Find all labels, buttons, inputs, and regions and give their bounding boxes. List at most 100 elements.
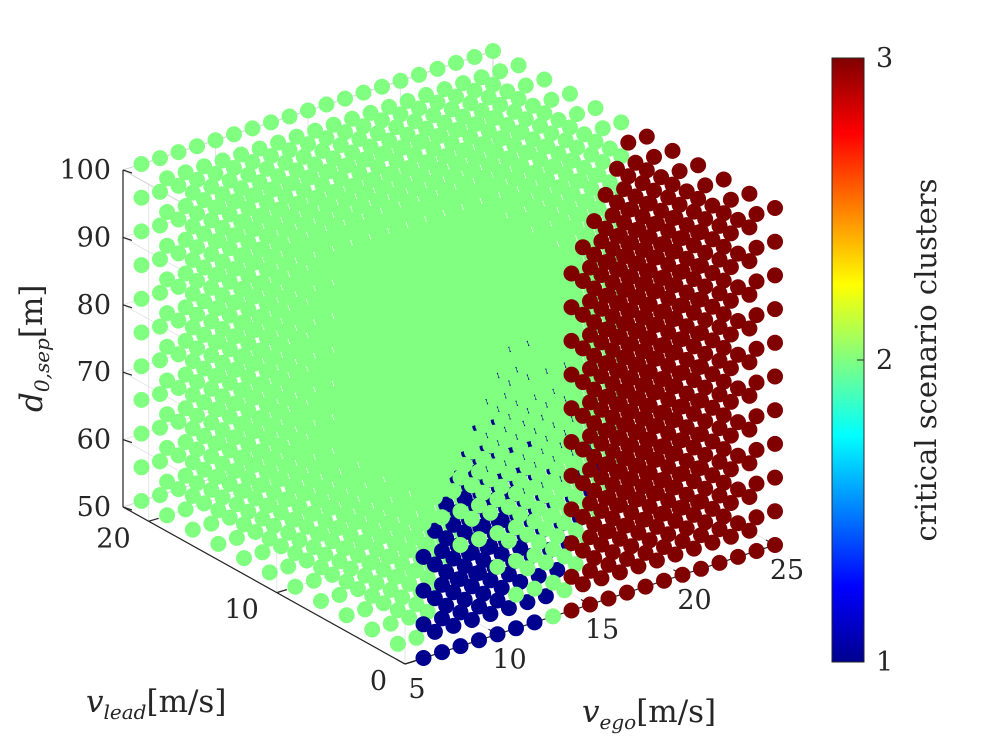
scatter-point [489, 424, 506, 441]
scatter-point [471, 396, 487, 413]
scatter-point [678, 520, 695, 537]
scatter-point [597, 220, 614, 237]
z-tick-label: 50 [77, 492, 111, 523]
scatter-point [429, 60, 446, 77]
scatter-point [530, 399, 547, 416]
scatter-point [490, 176, 507, 193]
scatter-point [375, 494, 392, 511]
scatter-point [261, 227, 278, 244]
scatter-point [298, 518, 315, 535]
scatter-point [526, 614, 543, 631]
scatter-point [674, 263, 691, 280]
scatter-point [456, 423, 473, 440]
scatter-point [586, 482, 603, 499]
scatter-point [247, 254, 264, 271]
scatter-point [419, 266, 436, 283]
scatter-point [298, 350, 315, 367]
scatter-point [630, 389, 647, 406]
scatter-point [545, 439, 561, 456]
scatter-point [415, 582, 432, 599]
scatter-point [593, 570, 610, 587]
scatter-point [546, 192, 563, 209]
scatter-point [620, 168, 637, 185]
scatter-point [389, 568, 406, 585]
scatter-point [365, 171, 382, 188]
scatter-point [357, 298, 374, 314]
scatter-point [508, 620, 524, 637]
scatter-point [563, 299, 580, 316]
scatter-point [545, 507, 561, 524]
scatter-point [674, 398, 691, 415]
scatter-point [388, 119, 405, 136]
scatter-point [448, 88, 464, 105]
scatter-point [435, 227, 452, 244]
scatter-point [567, 421, 584, 438]
scatter-point [667, 479, 684, 496]
scatter-point [321, 163, 338, 180]
scatter-point [247, 490, 264, 507]
scatter-point [364, 520, 381, 537]
scatter-point [613, 148, 630, 165]
scatter-point [361, 251, 378, 268]
scatter-point [413, 133, 430, 150]
scatter-point [425, 140, 442, 157]
scatter-point [305, 471, 322, 488]
scatter-point [660, 425, 677, 442]
scatter-point [604, 476, 621, 493]
scatter-point [452, 570, 469, 587]
scatter-point [704, 197, 721, 214]
scatter-point [408, 495, 425, 511]
scatter-point [526, 277, 543, 294]
scatter-point [434, 475, 450, 492]
scatter-point [685, 338, 702, 355]
scatter-point [563, 467, 580, 484]
scatter-point [328, 217, 345, 234]
scatter-point [748, 206, 765, 222]
scatter-point [574, 239, 591, 256]
scatter-point [368, 238, 385, 255]
scatter-point [152, 183, 168, 200]
scatter-point [247, 288, 264, 305]
scatter-point [391, 185, 408, 202]
scatter-point [133, 459, 150, 476]
scatter-point [372, 191, 389, 208]
scatter-point [325, 116, 342, 133]
scatter-point [170, 177, 187, 194]
scatter-point [471, 328, 487, 345]
scatter-point [463, 477, 480, 494]
scatter-point [273, 369, 289, 386]
scatter-point [674, 297, 691, 314]
x-tick-mark [395, 658, 406, 665]
scatter-point [546, 158, 563, 175]
scatter-point [508, 586, 524, 603]
scatter-point [305, 539, 322, 555]
scatter-point [439, 181, 456, 198]
scatter-point [421, 153, 437, 170]
scatter-point [452, 638, 469, 655]
scatter-point [557, 165, 574, 182]
scatter-point [419, 570, 436, 586]
scatter-point [493, 445, 510, 462]
scatter-point [331, 418, 348, 435]
scatter-point [298, 384, 315, 400]
scatter-point [254, 544, 271, 561]
scatter-point [406, 113, 423, 130]
scatter-point [254, 207, 271, 224]
scatter-point [545, 372, 561, 389]
scatter-point [401, 474, 418, 491]
scatter-point [508, 519, 524, 536]
scatter-point [133, 324, 150, 341]
scatter-point [273, 470, 289, 487]
scatter-point [630, 356, 647, 373]
scatter-point [247, 220, 264, 237]
scatter-point [196, 495, 213, 512]
scatter-point [556, 413, 573, 430]
scatter-point [291, 431, 308, 448]
scatter-point [379, 211, 396, 228]
scatter-point [374, 78, 390, 95]
scatter-point [600, 523, 617, 540]
scatter-point [620, 134, 637, 151]
scatter-point [344, 110, 361, 127]
scatter-point [526, 513, 543, 530]
scatter-point [697, 345, 714, 362]
